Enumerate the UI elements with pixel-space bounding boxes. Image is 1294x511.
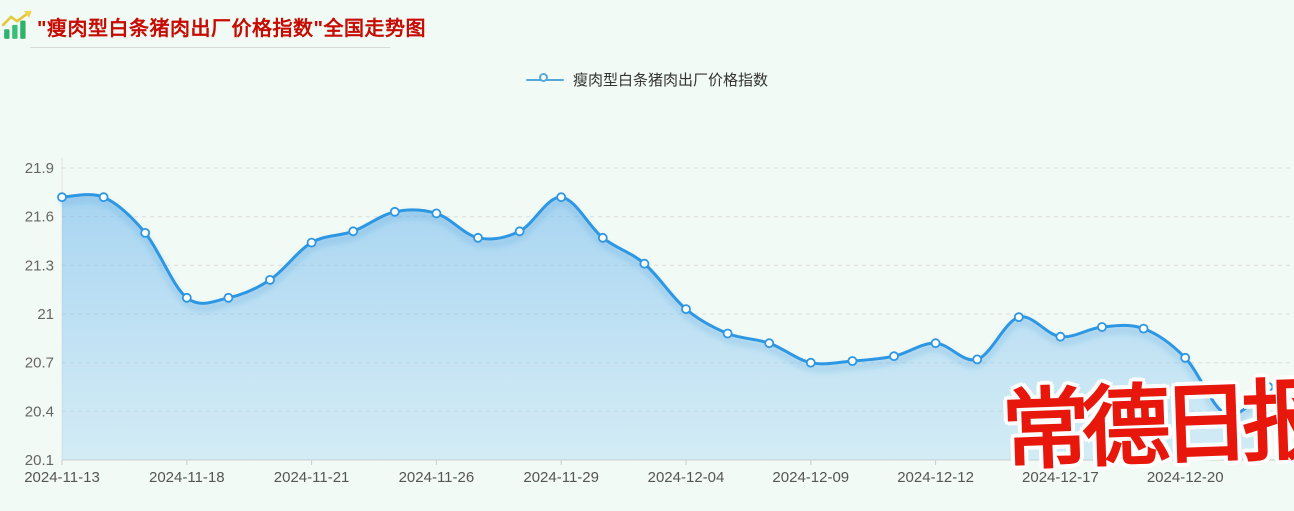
x-axis-label: 2024-12-17 [1022, 469, 1099, 486]
data-point-marker[interactable] [1221, 409, 1232, 420]
series-line [60, 193, 1270, 417]
data-point-marker[interactable] [889, 351, 899, 362]
x-axis-label: 2024-12-09 [772, 469, 849, 486]
data-point-marker[interactable] [556, 192, 567, 203]
data-point-marker[interactable] [181, 292, 192, 303]
data-point-marker[interactable] [764, 338, 775, 349]
data-point-marker[interactable] [57, 192, 67, 203]
data-point-marker[interactable] [1138, 323, 1149, 334]
y-axis-label: 21.9 [25, 160, 54, 177]
data-point-marker[interactable] [1013, 312, 1024, 323]
data-point-marker[interactable] [597, 232, 608, 243]
data-point-marker[interactable] [306, 237, 317, 248]
legend-label: 瘦肉型白条猪肉出厂价格指数 [572, 72, 769, 89]
data-point-marker[interactable] [972, 354, 983, 365]
data-point-marker[interactable] [431, 208, 442, 219]
x-axis-label: 2024-12-04 [648, 469, 725, 486]
y-axis-label: 21.3 [25, 257, 54, 274]
x-axis-label: 2024-11-29 [523, 469, 599, 486]
legend-item[interactable]: 瘦肉型白条猪肉出厂价格指数 [525, 69, 769, 90]
x-axis-label: 2024-12-12 [897, 469, 974, 486]
data-point-marker[interactable] [1055, 331, 1066, 342]
x-axis-label: 2024-12-20 [1147, 469, 1224, 486]
trend-chart-icon [2, 11, 32, 39]
y-axis-label: 20.4 [25, 403, 54, 420]
y-axis-label: 21.6 [25, 209, 54, 226]
data-point-marker[interactable] [1180, 352, 1191, 363]
data-point-marker[interactable] [1263, 382, 1274, 392]
x-axis-label: 2024-11-13 [24, 469, 100, 486]
y-axis-label: 20.7 [25, 355, 54, 372]
x-axis-label: 2024-11-26 [399, 469, 475, 486]
data-point-marker[interactable] [348, 226, 359, 237]
data-point-marker[interactable] [805, 357, 816, 368]
data-point-marker[interactable] [140, 227, 151, 238]
data-point-marker[interactable] [847, 356, 858, 366]
data-point-marker[interactable] [681, 304, 691, 315]
data-point-marker[interactable] [389, 206, 400, 217]
x-axis-label: 2024-11-21 [274, 469, 350, 486]
data-point-marker[interactable] [265, 274, 275, 285]
y-axis-label: 21 [37, 306, 54, 323]
legend-line-symbol [525, 73, 564, 87]
data-point-marker[interactable] [722, 328, 733, 339]
legend-circle-icon [538, 73, 548, 82]
y-axis-label: 20.1 [25, 452, 54, 469]
data-point-marker[interactable] [639, 258, 650, 269]
data-point-marker[interactable] [223, 292, 234, 303]
title-underline [30, 47, 390, 48]
data-point-marker[interactable] [1097, 322, 1107, 332]
series-area [62, 194, 1269, 461]
x-axis-label: 2024-11-18 [149, 469, 225, 486]
page-title: "瘦肉型白条猪肉出厂价格指数"全国走势图 [37, 17, 426, 40]
chart-header: "瘦肉型白条猪肉出厂价格指数"全国走势图 [2, 11, 426, 41]
data-point-marker[interactable] [930, 338, 941, 349]
data-point-marker[interactable] [473, 232, 483, 243]
data-point-marker[interactable] [98, 192, 109, 203]
data-point-marker[interactable] [514, 226, 525, 237]
